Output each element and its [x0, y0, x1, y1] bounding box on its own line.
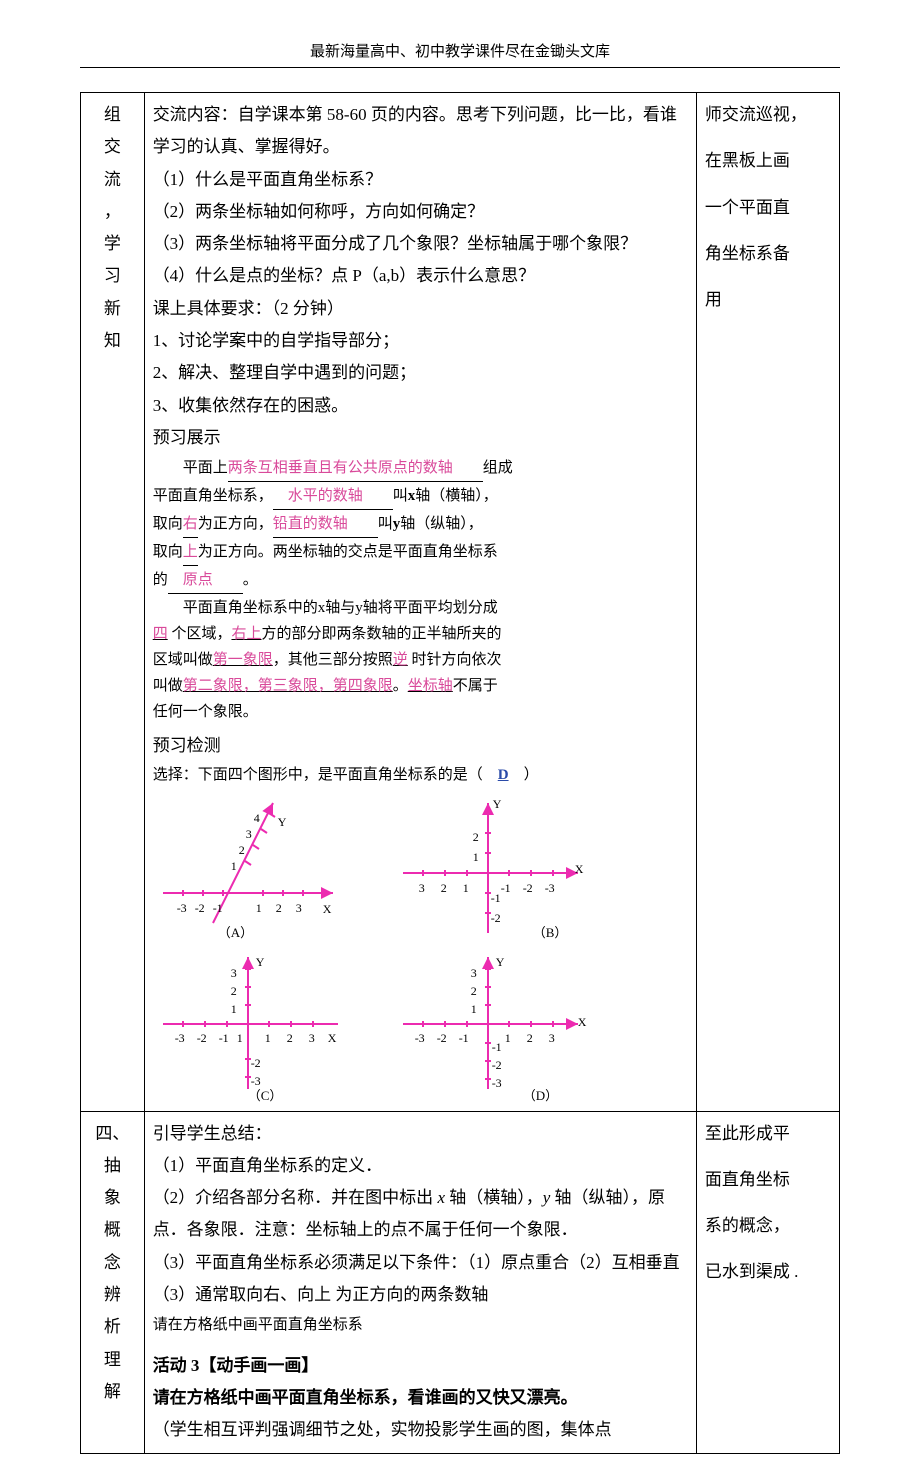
spacer: [153, 1340, 688, 1350]
preview-line: 的 原点 。: [153, 568, 688, 594]
summary-title: 引导学生总结：: [153, 1118, 688, 1150]
requirement-1: 1、讨论学案中的自学指导部分；: [153, 325, 688, 357]
activity-note: （学生相互评判强调细节之处，实物投影学生画的图，集体点: [153, 1414, 688, 1446]
preview-line: 叫做第二象限，第三象限，第四象限。坐标轴不属于: [153, 674, 688, 698]
question-3: （3）两条坐标轴将平面分成了几个象限？坐标轴属于哪个象限？: [153, 228, 688, 260]
page: 最新海量高中、初中教学课件尽在金锄头文库 组 交 流 ， 学 习 新 知 交流内…: [0, 0, 920, 1484]
lesson-table: 组 交 流 ， 学 习 新 知 交流内容：自学课本第 58-60 页的内容。思考…: [80, 92, 840, 1454]
chart-option-c: Y X -3 -2 -1 1 1 2 3 3 2 1 -2: [153, 949, 353, 1099]
activity-line: 请在方格纸中画平面直角坐标系，看谁画的又快又漂亮。: [153, 1382, 688, 1414]
preview-line: 平面上两条互相垂直且有公共原点的数轴 组成: [153, 456, 688, 482]
chart-row: Y X -3 -2 -1 1 1 2 3 3 2 1 -2: [153, 949, 688, 1099]
check-title: 预习检测: [153, 730, 688, 762]
table-row: 四、 抽 象 概 念 辨 析 理 解 引导学生总结： （1）平面直角坐标系的定义…: [81, 1111, 840, 1453]
draw-instruction: 请在方格纸中画平面直角坐标系: [153, 1311, 688, 1340]
summary-2: （2）介绍各部分名称．并在图中标出 x 轴（横轴），y 轴（纵轴），原点．各象限…: [153, 1182, 688, 1247]
requirement-2: 2、解决、整理自学中遇到的问题；: [153, 357, 688, 389]
preview-line: 区域叫做第一象限，其他三部分按照逆 时针方向依次: [153, 648, 688, 672]
preview-line: 平面直角坐标系， 水平的数轴 叫x轴（横轴），: [153, 484, 688, 510]
preview-line: 取向上为正方向。两坐标轴的交点是平面直角坐标系: [153, 540, 688, 566]
requirements-title: 课上具体要求：（2 分钟）: [153, 293, 688, 325]
section-label-cell: 组 交 流 ， 学 习 新 知: [81, 93, 145, 1112]
chart-area: Y X -3 -2 -1 1 2 3 1 2 3 4 （A）: [153, 793, 688, 1099]
check-question: 选择：下面四个图形中，是平面直角坐标系的是（ D ）: [153, 763, 688, 787]
page-header: 最新海量高中、初中教学课件尽在金锄头文库: [80, 40, 840, 61]
preview-line: 取向右为正方向，铅直的数轴 叫y轴（纵轴），: [153, 512, 688, 538]
preview-title: 预习展示: [153, 422, 688, 454]
preview-line: 平面直角坐标系中的x轴与y轴将平面平均划分成: [153, 596, 688, 620]
question-2: （2）两条坐标轴如何称呼，方向如何确定？: [153, 196, 688, 228]
content-cell: 引导学生总结： （1）平面直角坐标系的定义． （2）介绍各部分名称．并在图中标出…: [144, 1111, 696, 1453]
section-label-1: 组 交 流 ， 学 习 新 知: [89, 99, 136, 357]
header-divider: [80, 67, 840, 68]
question-1: （1）什么是平面直角坐标系？: [153, 164, 688, 196]
chart-option-a: Y X -3 -2 -1 1 2 3 1 2 3 4 （A）: [153, 793, 353, 943]
check-answer: D: [498, 767, 509, 783]
activity-title: 活动 3【动手画一画】: [153, 1350, 688, 1382]
question-4: （4）什么是点的坐标？点 P（a,b）表示什么意思？: [153, 260, 688, 292]
chart-row: Y X -3 -2 -1 1 2 3 1 2 3 4 （A）: [153, 793, 688, 943]
section-label-2: 四、 抽 象 概 念 辨 析 理 解: [89, 1118, 136, 1409]
requirement-3: 3、收集依然存在的困惑。: [153, 390, 688, 422]
content-cell: 交流内容：自学课本第 58-60 页的内容。思考下列问题，比一比，看谁学习的认真…: [144, 93, 696, 1112]
chart-option-b: Y X 3 2 1 -1 -2 -3 2 1 -1 -2 （B）: [393, 793, 593, 943]
teacher-note: 师交流巡视， 在黑板上画 一个平面直 角坐标系备 用: [705, 99, 831, 316]
paragraph: 交流内容：自学课本第 58-60 页的内容。思考下列问题，比一比，看谁学习的认真…: [153, 99, 688, 164]
preview-block: 平面上两条互相垂直且有公共原点的数轴 组成 平面直角坐标系， 水平的数轴 叫x轴…: [153, 456, 688, 724]
preview-line: 四 个区域，右上方的部分即两条数轴的正半轴所夹的: [153, 622, 688, 646]
preview-line: 任何一个象限。: [153, 700, 688, 724]
summary-1: （1）平面直角坐标系的定义．: [153, 1150, 688, 1182]
section-label-cell: 四、 抽 象 概 念 辨 析 理 解: [81, 1111, 145, 1453]
teacher-note: 至此形成平 面直角坐标 系的概念， 已水到渠成 .: [705, 1118, 831, 1289]
chart-option-d: Y X -3 -2 -1 1 2 3 3 2 1 -1 -2: [393, 949, 593, 1099]
notes-cell: 至此形成平 面直角坐标 系的概念， 已水到渠成 .: [696, 1111, 839, 1453]
notes-cell: 师交流巡视， 在黑板上画 一个平面直 角坐标系备 用: [696, 93, 839, 1112]
table-row: 组 交 流 ， 学 习 新 知 交流内容：自学课本第 58-60 页的内容。思考…: [81, 93, 840, 1112]
